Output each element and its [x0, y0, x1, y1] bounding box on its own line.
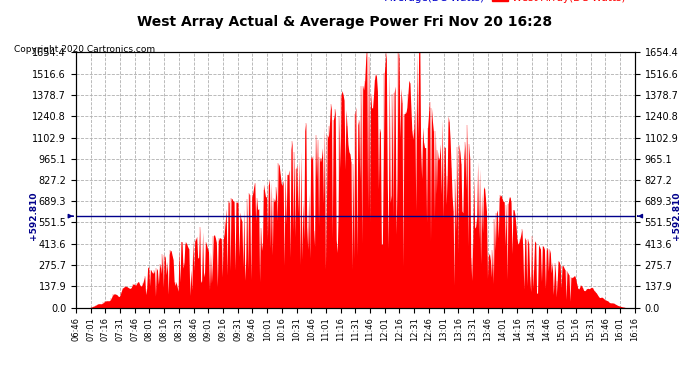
Text: Copyright 2020 Cartronics.com: Copyright 2020 Cartronics.com — [14, 45, 155, 54]
Legend: Average(DC Watts), West Array(DC Watts): Average(DC Watts), West Array(DC Watts) — [361, 0, 629, 7]
Text: +592.810: +592.810 — [30, 192, 39, 240]
Text: +592.810: +592.810 — [672, 192, 681, 240]
Text: West Array Actual & Average Power Fri Nov 20 16:28: West Array Actual & Average Power Fri No… — [137, 15, 553, 29]
